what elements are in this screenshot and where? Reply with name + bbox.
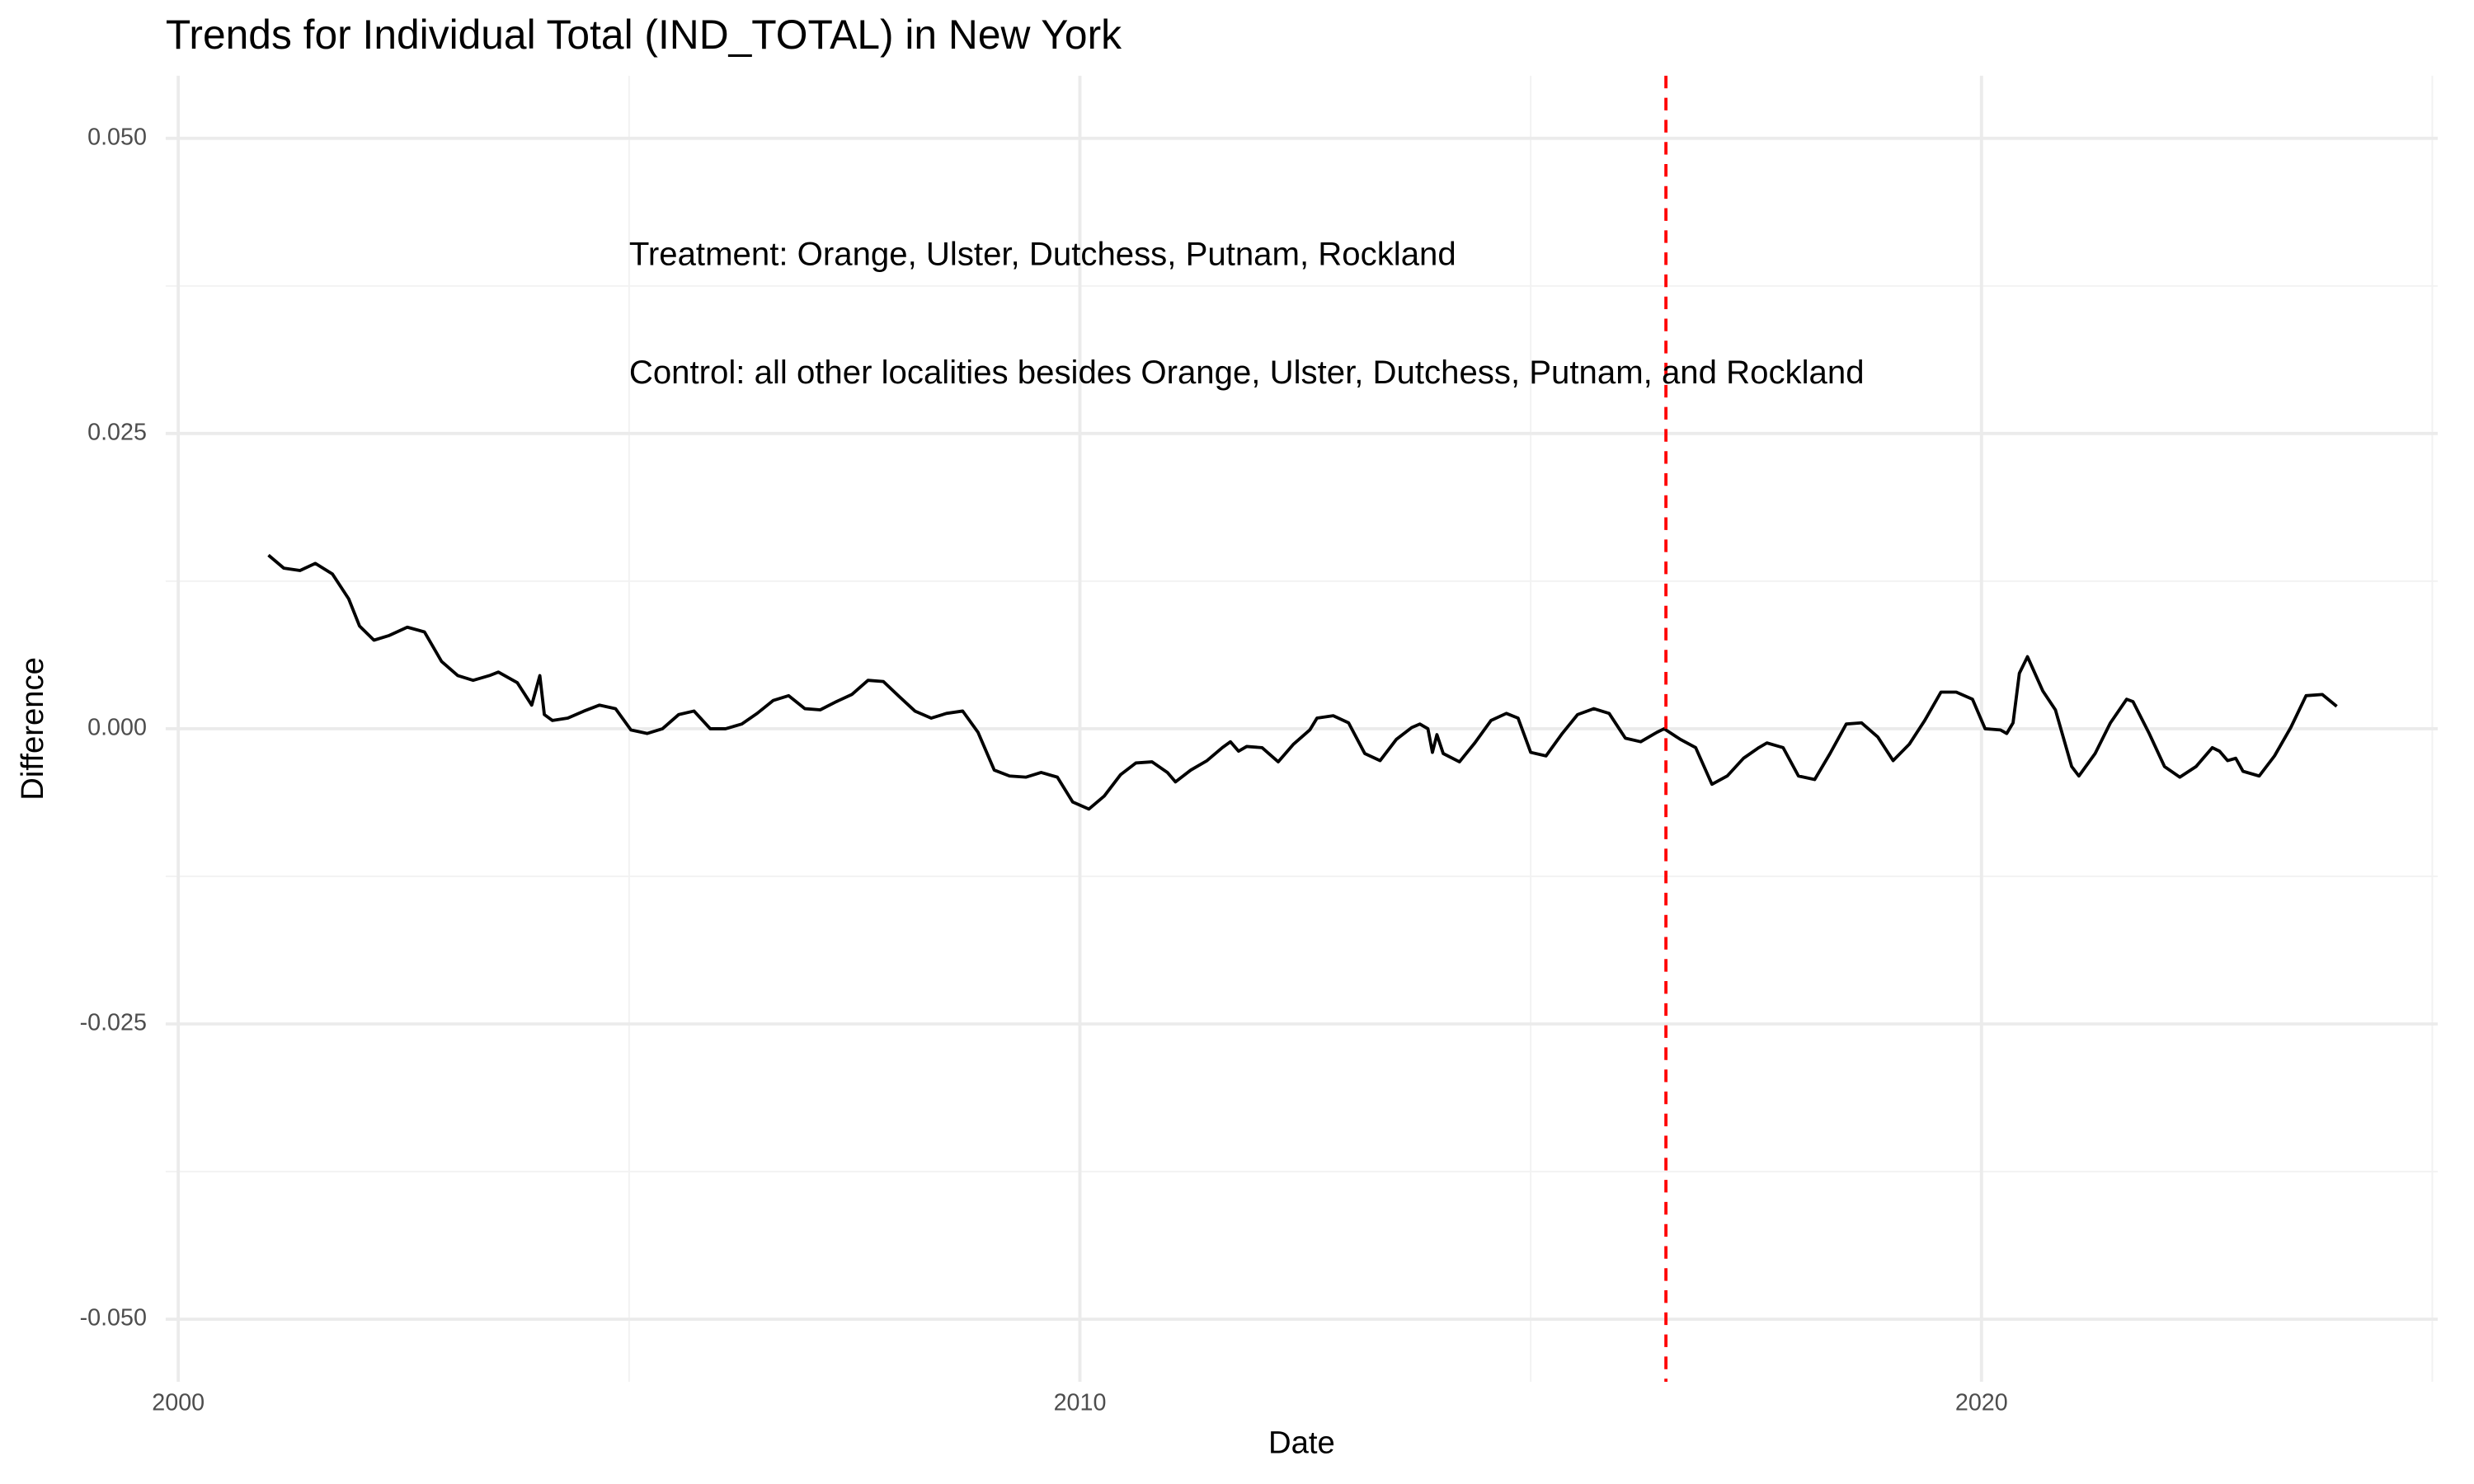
chart-title: Trends for Individual Total (IND_TOTAL) … <box>166 12 1122 58</box>
y-tick-label: 0.050 <box>87 124 147 150</box>
y-tick-label: -0.025 <box>80 1010 147 1036</box>
y-axis-label: Difference <box>15 657 50 801</box>
y-tick-label: 0.025 <box>87 419 147 445</box>
x-tick-label: 2000 <box>152 1389 205 1416</box>
annotation: Control: all other localities besides Or… <box>629 354 1865 391</box>
annotation: Treatment: Orange, Ulster, Dutchess, Put… <box>629 236 1456 273</box>
y-tick-label: -0.050 <box>80 1305 147 1331</box>
x-tick-label: 2010 <box>1054 1389 1107 1416</box>
y-tick-label: 0.000 <box>87 715 147 741</box>
data-line <box>267 553 2338 811</box>
x-axis-label: Date <box>1268 1425 1335 1461</box>
x-tick-label: 2020 <box>1955 1389 2008 1416</box>
